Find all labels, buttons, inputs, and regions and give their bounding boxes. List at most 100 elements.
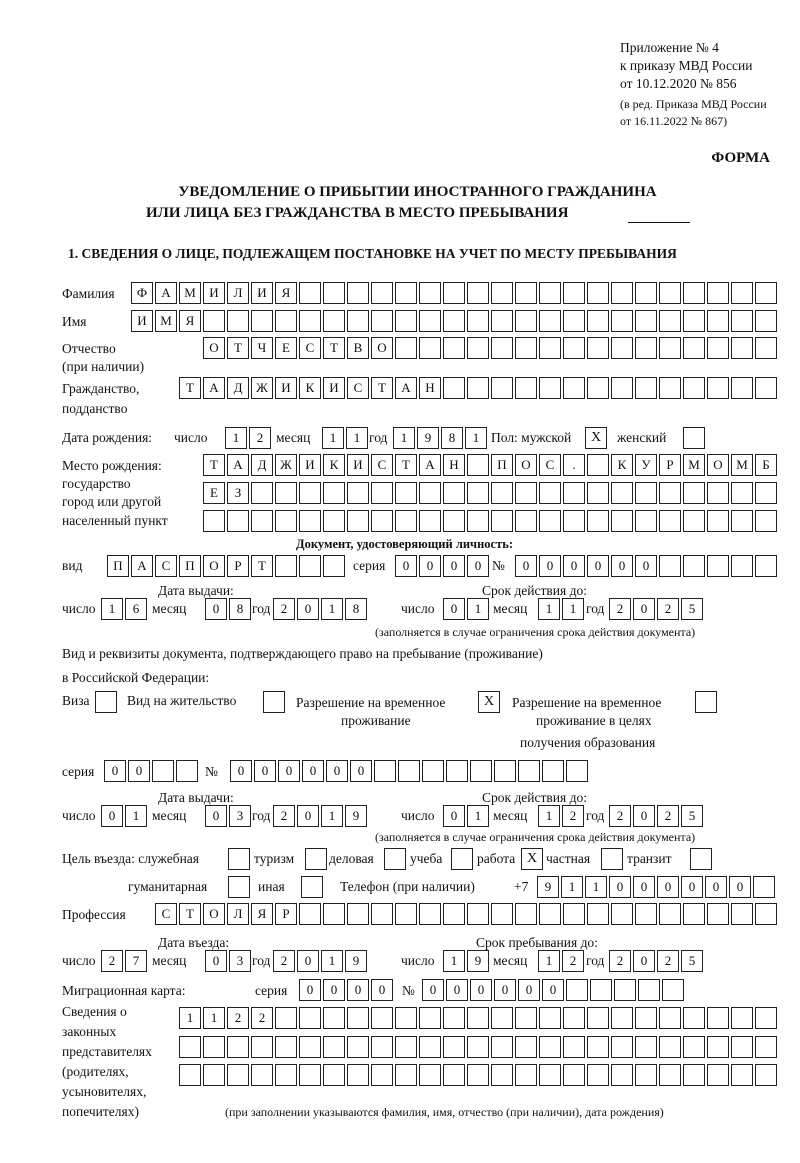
char-cell[interactable]: [755, 1007, 777, 1029]
char-cell[interactable]: [299, 1036, 321, 1058]
char-cell[interactable]: 1: [179, 1007, 201, 1029]
char-cell[interactable]: [755, 337, 777, 359]
char-cell[interactable]: Д: [251, 454, 273, 476]
char-cell[interactable]: [251, 1036, 273, 1058]
char-cell[interactable]: [203, 510, 225, 532]
char-cell[interactable]: [635, 282, 657, 304]
char-cell[interactable]: [371, 1036, 393, 1058]
char-cell[interactable]: К: [323, 454, 345, 476]
char-cell[interactable]: А: [395, 377, 417, 399]
char-cell[interactable]: [491, 1036, 513, 1058]
char-cell[interactable]: [563, 377, 585, 399]
char-cell[interactable]: [755, 377, 777, 399]
char-cell[interactable]: [635, 337, 657, 359]
char-cell[interactable]: 0: [633, 876, 655, 898]
char-cell[interactable]: [635, 482, 657, 504]
char-cell[interactable]: А: [131, 555, 153, 577]
char-cell[interactable]: [731, 310, 753, 332]
char-cell[interactable]: 5: [681, 950, 703, 972]
char-cell[interactable]: 0: [347, 979, 369, 1001]
char-cell[interactable]: [635, 1064, 657, 1086]
char-cell[interactable]: 7: [125, 950, 147, 972]
char-cell[interactable]: [539, 377, 561, 399]
char-cell[interactable]: [419, 1007, 441, 1029]
char-cell[interactable]: Я: [275, 282, 297, 304]
char-cell[interactable]: 0: [515, 555, 537, 577]
char-cell[interactable]: [323, 1036, 345, 1058]
char-cell[interactable]: [467, 337, 489, 359]
char-cell[interactable]: [731, 555, 753, 577]
char-cell[interactable]: 0: [633, 950, 655, 972]
char-cell[interactable]: [731, 377, 753, 399]
char-cell[interactable]: [659, 555, 681, 577]
char-cell[interactable]: [707, 377, 729, 399]
char-cell[interactable]: [635, 310, 657, 332]
char-cell[interactable]: [753, 876, 775, 898]
char-cell[interactable]: [707, 310, 729, 332]
char-cell[interactable]: 0: [395, 555, 417, 577]
char-cell[interactable]: 2: [562, 950, 584, 972]
char-cell[interactable]: [275, 510, 297, 532]
char-cell[interactable]: 5: [681, 805, 703, 827]
char-cell[interactable]: 1: [562, 598, 584, 620]
char-cell[interactable]: 0: [729, 876, 751, 898]
char-cell[interactable]: М: [179, 282, 201, 304]
char-cell[interactable]: [467, 510, 489, 532]
char-cell[interactable]: [491, 482, 513, 504]
char-cell[interactable]: [491, 310, 513, 332]
char-cell[interactable]: [227, 1036, 249, 1058]
char-cell[interactable]: Е: [203, 482, 225, 504]
char-cell[interactable]: [443, 310, 465, 332]
char-cell[interactable]: [371, 482, 393, 504]
char-cell[interactable]: 0: [326, 760, 348, 782]
char-cell[interactable]: [659, 1036, 681, 1058]
char-cell[interactable]: [467, 454, 489, 476]
char-cell[interactable]: [515, 1064, 537, 1086]
char-cell[interactable]: [467, 1036, 489, 1058]
char-cell[interactable]: Ч: [251, 337, 273, 359]
char-cell[interactable]: [395, 482, 417, 504]
char-cell[interactable]: 0: [470, 979, 492, 1001]
char-cell[interactable]: 0: [323, 979, 345, 1001]
char-cell[interactable]: [347, 1007, 369, 1029]
sex-male-checkbox[interactable]: X: [585, 427, 607, 449]
char-cell[interactable]: [542, 760, 564, 782]
char-cell[interactable]: 0: [542, 979, 564, 1001]
char-cell[interactable]: [563, 482, 585, 504]
char-cell[interactable]: [683, 482, 705, 504]
char-cell[interactable]: [563, 310, 585, 332]
char-cell[interactable]: 0: [297, 805, 319, 827]
char-cell[interactable]: [659, 337, 681, 359]
char-cell[interactable]: 1: [393, 427, 415, 449]
char-cell[interactable]: С: [371, 454, 393, 476]
char-cell[interactable]: А: [155, 282, 177, 304]
char-cell[interactable]: [683, 1036, 705, 1058]
char-cell[interactable]: [398, 760, 420, 782]
char-cell[interactable]: О: [203, 903, 225, 925]
char-cell[interactable]: 0: [371, 979, 393, 1001]
char-cell[interactable]: [323, 310, 345, 332]
char-cell[interactable]: [371, 510, 393, 532]
char-cell[interactable]: [347, 1036, 369, 1058]
char-cell[interactable]: [395, 337, 417, 359]
char-cell[interactable]: [275, 1007, 297, 1029]
char-cell[interactable]: 0: [104, 760, 126, 782]
char-cell[interactable]: 0: [350, 760, 372, 782]
char-cell[interactable]: О: [371, 337, 393, 359]
char-cell[interactable]: 8: [345, 598, 367, 620]
char-cell[interactable]: [587, 337, 609, 359]
char-cell[interactable]: [251, 310, 273, 332]
char-cell[interactable]: [491, 282, 513, 304]
char-cell[interactable]: О: [203, 337, 225, 359]
char-cell[interactable]: 2: [273, 598, 295, 620]
char-cell[interactable]: [539, 1064, 561, 1086]
char-cell[interactable]: 0: [422, 979, 444, 1001]
char-cell[interactable]: [491, 1064, 513, 1086]
char-cell[interactable]: О: [203, 555, 225, 577]
char-cell[interactable]: [755, 903, 777, 925]
char-cell[interactable]: Р: [275, 903, 297, 925]
char-cell[interactable]: 2: [273, 805, 295, 827]
char-cell[interactable]: Я: [179, 310, 201, 332]
char-cell[interactable]: [587, 310, 609, 332]
char-cell[interactable]: 1: [203, 1007, 225, 1029]
